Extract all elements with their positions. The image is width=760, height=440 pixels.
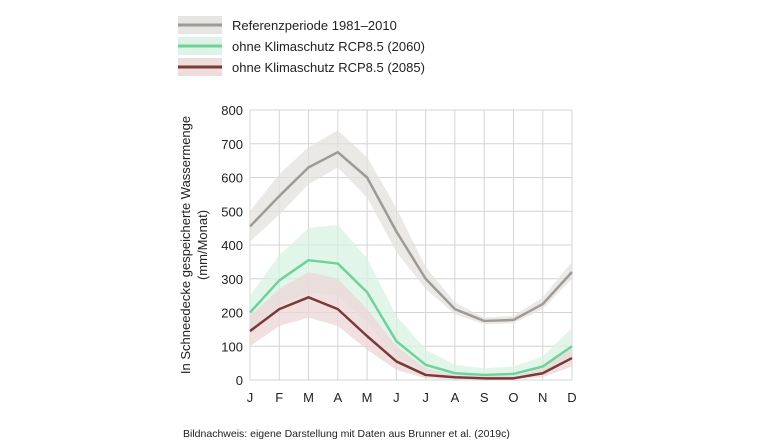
y-axis-label-line1: In Schneedecke gespeicherte Wassermenge — [178, 116, 193, 374]
x-tick-label-5: J — [393, 390, 400, 405]
x-tick-label-10: N — [538, 390, 547, 405]
line-series-1 — [249, 258, 573, 377]
y-axis-label-line2: (mm/Monat) — [195, 210, 210, 280]
legend-label-0: Referenzperiode 1981–2010 — [232, 18, 397, 33]
x-tick-label-8: S — [480, 390, 489, 405]
legend-label-1: ohne Klimaschutz RCP8.5 (2060) — [232, 39, 425, 54]
legend-label-2: ohne Klimaschutz RCP8.5 (2085) — [232, 60, 425, 75]
x-tick-label-6: J — [422, 390, 429, 405]
y-tick-label-8: 800 — [221, 103, 243, 118]
x-tick-label-1: F — [275, 390, 283, 405]
y-tick-label-3: 300 — [221, 272, 243, 287]
y-tick-label-0: 0 — [236, 373, 243, 388]
x-tick-label-11: D — [567, 390, 576, 405]
y-tick-label-4: 400 — [221, 238, 243, 253]
line-series-0 — [249, 150, 573, 323]
x-tick-label-7: A — [451, 390, 460, 405]
band-series-2 — [250, 272, 572, 380]
y-axis-label: In Schneedecke gespeicherte Wassermenge … — [178, 116, 210, 374]
y-tick-label-1: 100 — [221, 339, 243, 354]
series-lines — [249, 150, 573, 380]
x-tick-label-2: M — [303, 390, 314, 405]
y-tick-label-7: 700 — [221, 137, 243, 152]
source-note: Bildnachweis: eigene Darstellung mit Dat… — [183, 428, 510, 440]
legend: Referenzperiode 1981–2010 ohne Klimaschut… — [178, 16, 425, 76]
y-tick-label-2: 200 — [221, 306, 243, 321]
line-series-2 — [249, 296, 573, 380]
x-tick-label-3: A — [333, 390, 342, 405]
y-tick-label-6: 600 — [221, 171, 243, 186]
x-tick-label-0: J — [247, 390, 254, 405]
y-tick-labels: 0 100 200 300 400 500 600 700 800 — [221, 103, 243, 388]
x-tick-label-4: M — [362, 390, 373, 405]
y-tick-label-5: 500 — [221, 204, 243, 219]
x-tick-label-9: O — [508, 390, 518, 405]
